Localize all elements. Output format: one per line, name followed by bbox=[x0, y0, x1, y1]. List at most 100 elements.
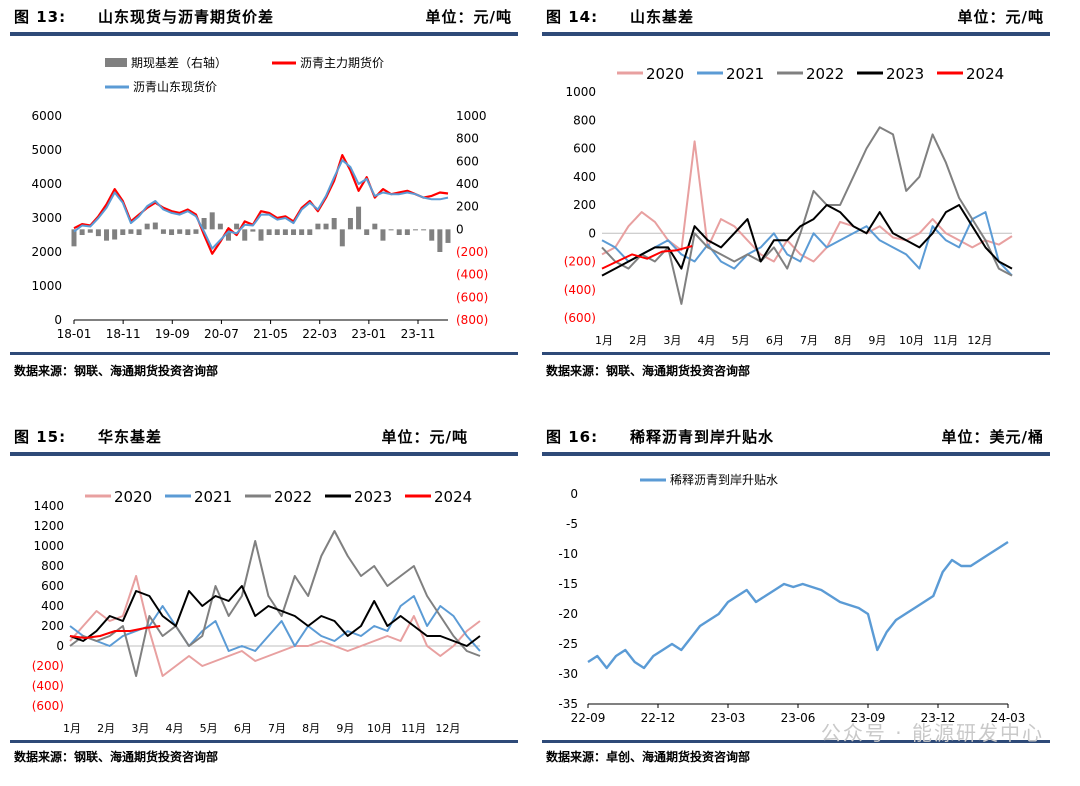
y-tick-label: 600 bbox=[573, 142, 596, 156]
basis-bar bbox=[136, 229, 142, 235]
basis-bar bbox=[209, 212, 215, 230]
basis-bar bbox=[258, 229, 264, 241]
basis-bar bbox=[128, 229, 134, 234]
x-tick-label: 23-01 bbox=[351, 327, 386, 341]
basis-bar bbox=[71, 229, 77, 247]
basis-bar bbox=[104, 229, 110, 241]
x-tick-label: 3月 bbox=[131, 722, 149, 735]
y-right-tick-label: (400) bbox=[456, 268, 488, 282]
y-left-tick-label: 5000 bbox=[31, 143, 62, 157]
x-tick-label: 18-11 bbox=[106, 327, 141, 341]
basis-bar bbox=[120, 229, 126, 235]
series-line-2022 bbox=[601, 126, 1013, 305]
y-right-tick-label: 800 bbox=[456, 132, 479, 146]
figure-unit: 单位：美元/桶 bbox=[941, 428, 1044, 446]
y-tick-label: -10 bbox=[558, 547, 578, 561]
y-tick-label: 600 bbox=[41, 579, 64, 593]
basis-bar bbox=[364, 229, 370, 235]
y-left-tick-label: 6000 bbox=[31, 109, 62, 123]
basis-bar bbox=[169, 229, 175, 235]
series-line-2021 bbox=[601, 211, 1013, 277]
y-tick-label: (400) bbox=[564, 283, 596, 297]
basis-bar bbox=[234, 223, 240, 230]
x-tick-label: 8月 bbox=[302, 722, 320, 735]
legend-label-basis: 期现基差（右轴） bbox=[131, 55, 227, 70]
chart-13: 期现基差（右轴） 沥青主力期货价沥青山东现货价010002000300040005… bbox=[31, 55, 488, 341]
legend-label-2020: 2020 bbox=[114, 488, 152, 506]
y-right-tick-label: 1000 bbox=[456, 109, 487, 123]
x-tick-label: 8月 bbox=[834, 334, 852, 347]
series-line-2024 bbox=[69, 625, 161, 639]
x-tick-label: 23-03 bbox=[711, 711, 746, 725]
legend-label-2023: 2023 bbox=[354, 488, 392, 506]
y-tick-label: (200) bbox=[32, 659, 64, 673]
x-tick-label: 11月 bbox=[933, 334, 958, 347]
basis-bar bbox=[323, 223, 329, 230]
y-left-tick-label: 1000 bbox=[31, 279, 62, 293]
y-tick-label: -5 bbox=[566, 517, 578, 531]
figure-unit: 单位：元/吨 bbox=[957, 8, 1044, 26]
x-tick-label: 5月 bbox=[732, 334, 750, 347]
figure-number: 图 16: bbox=[546, 428, 599, 446]
basis-bar bbox=[404, 229, 410, 235]
source-note: 数据来源：钢联、海通期货投资咨询部 bbox=[546, 364, 751, 378]
y-left-tick-label: 3000 bbox=[31, 211, 62, 225]
top-rule bbox=[542, 452, 1050, 456]
panel-16: 图 16: 稀释沥青到岸升贴水 单位：美元/桶 稀释沥青到岸升贴水 -35 -30 -… bbox=[542, 426, 1050, 786]
x-tick-label: 12月 bbox=[967, 334, 992, 347]
x-tick-label: 10月 bbox=[367, 722, 392, 735]
y-right-tick-label: 400 bbox=[456, 177, 479, 191]
chart-15: 2020 2021 2022 2023 2024 (600) (400) (200) 0 200 4… bbox=[32, 488, 481, 735]
figure-unit: 单位：元/吨 bbox=[381, 428, 468, 446]
x-tick-label: 6月 bbox=[234, 722, 252, 735]
basis-bar bbox=[225, 229, 231, 241]
legend-label: 稀释沥青到岸升贴水 bbox=[670, 473, 778, 487]
x-tick-label: 5月 bbox=[200, 722, 218, 735]
spread-line bbox=[587, 540, 1009, 670]
figure-title: 山东现货与沥青期货价差 bbox=[98, 8, 275, 26]
y-tick-label: 200 bbox=[41, 619, 64, 633]
y-tick-label: (400) bbox=[32, 679, 64, 693]
legend-label-spot: 沥青山东现货价 bbox=[133, 79, 217, 94]
x-tick-label: 21-05 bbox=[253, 327, 288, 341]
basis-bar bbox=[266, 229, 272, 235]
basis-bar bbox=[421, 229, 427, 231]
series-line-2023 bbox=[601, 204, 1013, 277]
bottom-rule bbox=[10, 740, 518, 743]
y-right-tick-label: 200 bbox=[456, 200, 479, 214]
y-tick-label: -35 bbox=[558, 697, 578, 711]
panel-header: 图 13: 山东现货与沥青期货价差 单位：元/吨 bbox=[10, 6, 518, 28]
top-rule bbox=[542, 32, 1050, 36]
y-left-tick-label: 2000 bbox=[31, 245, 62, 259]
y-tick-label: 800 bbox=[41, 559, 64, 573]
x-tick-label: 24-03 bbox=[991, 711, 1026, 725]
basis-bar bbox=[282, 229, 288, 235]
futures-line bbox=[73, 153, 449, 255]
bottom-rule bbox=[10, 352, 518, 355]
basis-bar bbox=[315, 223, 321, 230]
y-tick-label: 0 bbox=[588, 226, 596, 240]
panel-header: 图 16: 稀释沥青到岸升贴水 单位：美元/桶 bbox=[542, 426, 1050, 448]
basis-bar bbox=[331, 218, 337, 230]
x-tick-label: 1月 bbox=[63, 722, 81, 735]
x-tick-label: 23-09 bbox=[851, 711, 886, 725]
x-tick-label: 23-06 bbox=[781, 711, 816, 725]
basis-bar bbox=[160, 229, 166, 234]
figure-unit: 单位：元/吨 bbox=[425, 8, 512, 26]
basis-bar bbox=[95, 229, 101, 237]
top-rule bbox=[10, 32, 518, 36]
basis-bar bbox=[307, 229, 313, 235]
figure-title: 山东基差 bbox=[630, 8, 695, 26]
panel-header: 图 14: 山东基差 单位：元/吨 bbox=[542, 6, 1050, 28]
bottom-rule bbox=[542, 740, 1050, 743]
figure-title: 稀释沥青到岸升贴水 bbox=[630, 428, 775, 446]
source-note: 数据来源：卓创、海通期货投资咨询部 bbox=[546, 750, 751, 764]
source-note: 数据来源：钢联、海通期货投资咨询部 bbox=[14, 364, 219, 378]
y-right-tick-label: 600 bbox=[456, 154, 479, 168]
y-left-tick-label: 4000 bbox=[31, 177, 62, 191]
basis-bar bbox=[347, 218, 353, 230]
source-note: 数据来源：钢联、海通期货投资咨询部 bbox=[14, 750, 219, 764]
basis-bar bbox=[274, 229, 280, 235]
y-tick-label: 200 bbox=[573, 198, 596, 212]
figure-number: 图 13: bbox=[14, 8, 67, 26]
